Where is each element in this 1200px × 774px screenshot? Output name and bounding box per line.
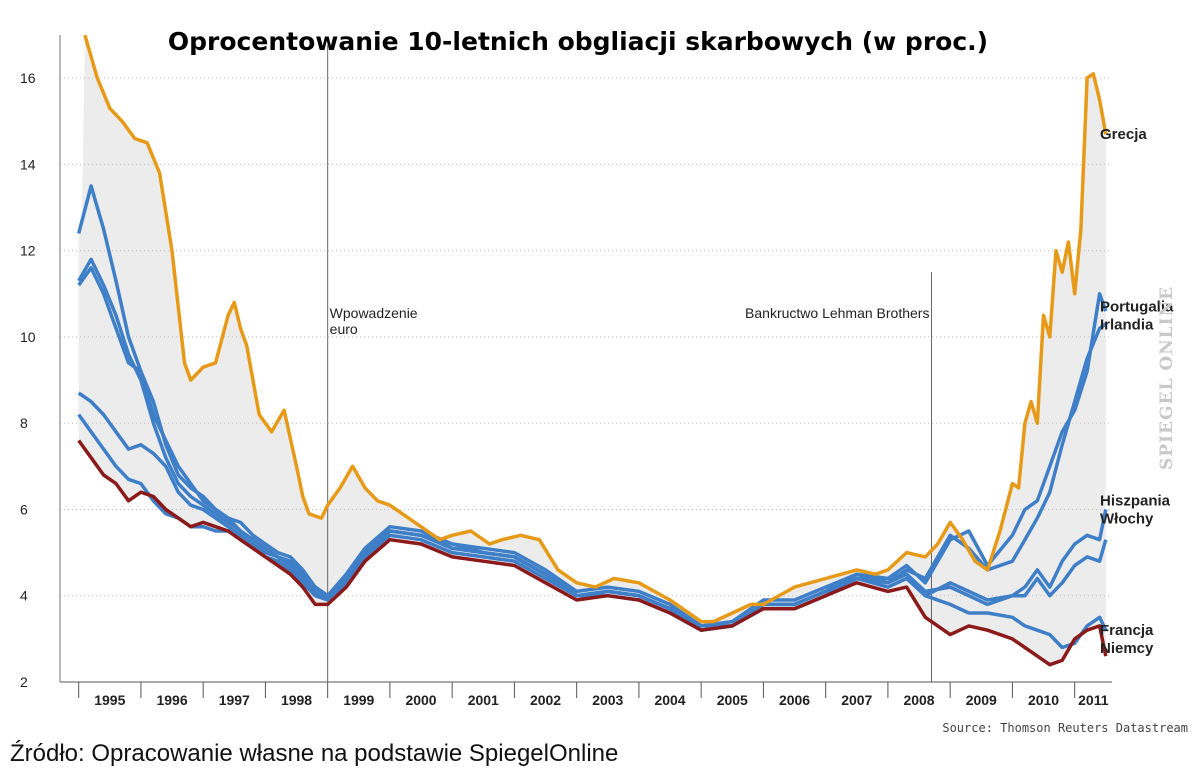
y-tick-label: 16 [20,70,36,86]
y-tick-label: 8 [20,415,28,431]
series-end-label: Grecja [1100,126,1147,143]
y-tick-label: 4 [20,588,28,604]
series-end-label: Hiszpania [1100,492,1171,509]
chart-title: Oprocentowanie 10-letnich obgliacji skar… [168,27,988,56]
x-tick-label: 2011 [1078,692,1109,708]
x-tick-label: 2002 [530,692,561,708]
series-line-grecja [83,35,1108,624]
x-tick-label: 1995 [94,692,125,708]
series-end-label: Włochy [1100,510,1154,527]
series-lines [77,35,1108,667]
x-tick-label: 1999 [343,692,374,708]
y-tick-label: 14 [20,156,36,172]
x-tick-label: 1996 [156,692,187,708]
y-tick-label: 6 [20,501,28,517]
x-tick-label: 2001 [468,692,499,708]
x-tick-label: 2000 [405,692,436,708]
series-end-label: Niemcy [1100,640,1154,657]
yield-spread-band [78,35,1106,665]
x-tick-label: 2010 [1028,692,1059,708]
series-line-niemcy [77,439,1108,667]
x-tick-label: 1997 [219,692,250,708]
x-tick-label: 2005 [717,692,748,708]
y-tick-label: 10 [20,329,36,345]
source-note: Source: Thomson Reuters Datastream [942,721,1188,735]
y-tick-label: 12 [20,243,36,259]
series-end-label: Portugalia [1100,298,1174,315]
event-annotation-text: euro [330,321,358,337]
y-tick-label: 2 [20,674,28,690]
x-tick-label: 2003 [592,692,623,708]
axes: 2 4 6 8 10 12 14 16 1995 1996 1997 1998 1999 2000 2001… [20,35,1112,708]
spread-band [78,35,1106,665]
event-annotation-text: Wpowadzenie [330,305,418,321]
series-end-label: Irlandia [1100,316,1154,333]
x-tick-label: 2009 [966,692,997,708]
x-tick-label: 2004 [654,692,685,708]
x-tick-label: 2006 [779,692,810,708]
series-line-włochy [77,266,1108,632]
bond-yield-chart: Oprocentowanie 10-letnich obgliacji skar… [20,27,1188,735]
figure-caption: Źródło: Opracowanie własne na podstawie … [10,740,619,767]
series-end-label: Francja [1100,622,1154,639]
x-tick-label: 2007 [841,692,872,708]
x-tick-label: 2008 [903,692,934,708]
event-annotation-text: Bankructwo Lehman Brothers [745,305,929,321]
x-tick-label: 1998 [281,692,312,708]
spiegel-watermark-logo: SPIEGEL ONLINE [1157,286,1177,470]
